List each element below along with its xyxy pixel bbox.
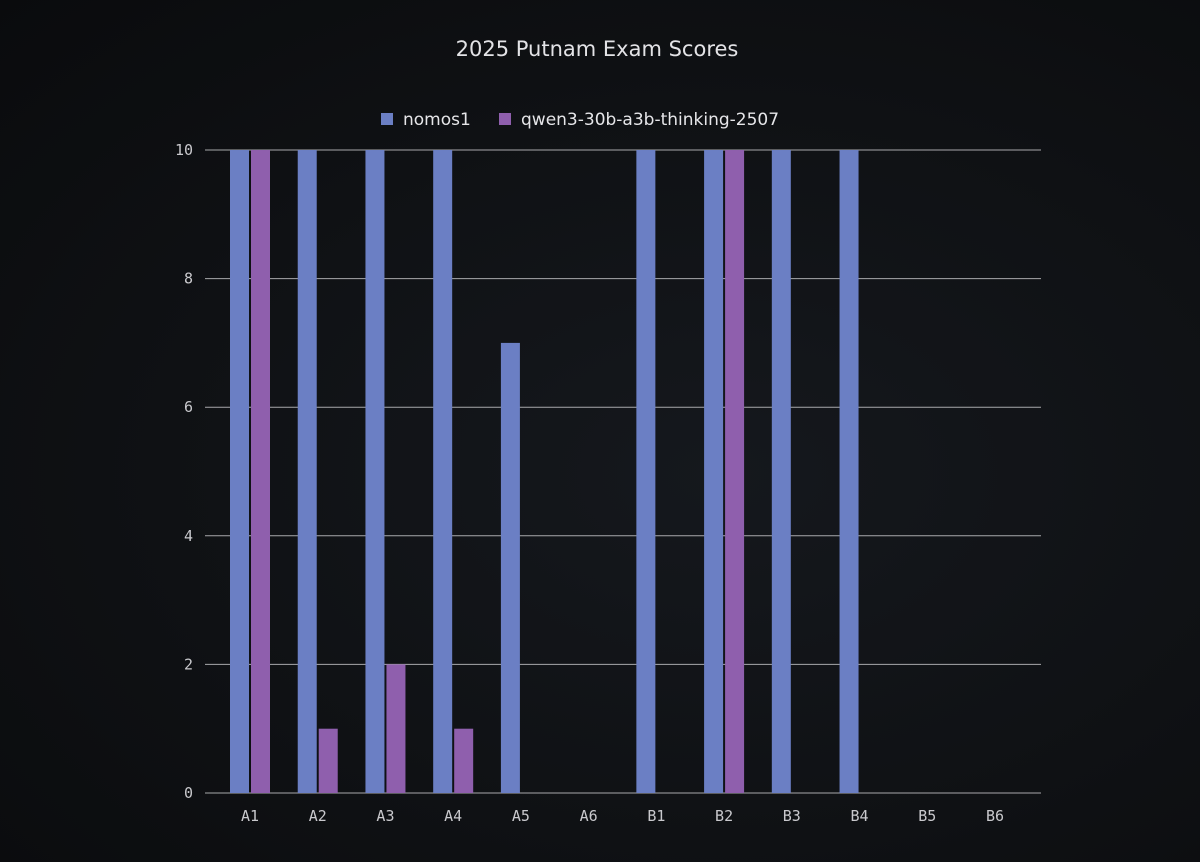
x-tick-label: A6 [580, 807, 598, 825]
x-tick-label: A3 [376, 807, 394, 825]
x-tick-label: B1 [647, 807, 665, 825]
legend-swatch-nomos1 [381, 113, 393, 125]
x-tick-label: B3 [783, 807, 801, 825]
x-tick-label: B5 [918, 807, 936, 825]
bar-nomos1-A5 [500, 342, 520, 793]
x-tick-label: B6 [986, 807, 1004, 825]
legend: nomos1 qwen3-30b-a3b-thinking-2507 [381, 110, 779, 130]
bar-nomos1-B1 [636, 150, 656, 793]
x-tick-label: B2 [715, 807, 733, 825]
y-axis: 0 2 4 6 8 10 [175, 141, 193, 802]
y-tick-label: 8 [184, 270, 193, 288]
bars [230, 150, 859, 793]
legend-label-qwen3: qwen3-30b-a3b-thinking-2507 [521, 110, 779, 130]
bar-nomos1-A1 [230, 150, 249, 793]
y-tick-label: 0 [184, 784, 193, 802]
x-tick-label: A2 [309, 807, 327, 825]
bar-qwen3-A4 [454, 728, 474, 793]
x-tick-label: A5 [512, 807, 530, 825]
bar-nomos1-A4 [433, 150, 453, 793]
y-tick-label: 2 [184, 655, 193, 673]
bar-nomos1-A3 [365, 150, 385, 793]
bar-nomos1-B3 [771, 150, 791, 793]
bar-qwen3-A2 [318, 728, 338, 793]
gridlines [205, 149, 1041, 794]
bar-qwen3-B2 [725, 150, 745, 793]
legend-swatch-qwen3 [499, 113, 511, 125]
y-tick-label: 6 [184, 398, 193, 416]
y-tick-label: 10 [175, 141, 193, 159]
legend-label-nomos1: nomos1 [403, 110, 471, 130]
x-tick-label: A4 [444, 807, 462, 825]
x-tick-label: B4 [851, 807, 869, 825]
x-tick-label: A1 [241, 807, 259, 825]
y-tick-label: 4 [184, 527, 193, 545]
bar-nomos1-B4 [839, 150, 859, 793]
bar-nomos1-A2 [297, 150, 317, 793]
chart-title: 2025 Putnam Exam Scores [456, 37, 739, 61]
x-axis: A1 A2 A3 A4 A5 A6 B1 B2 B3 B4 B5 B6 [241, 807, 1004, 825]
bar-nomos1-B2 [704, 150, 724, 793]
bar-qwen3-A3 [386, 664, 406, 793]
bar-qwen3-A1 [251, 150, 270, 793]
